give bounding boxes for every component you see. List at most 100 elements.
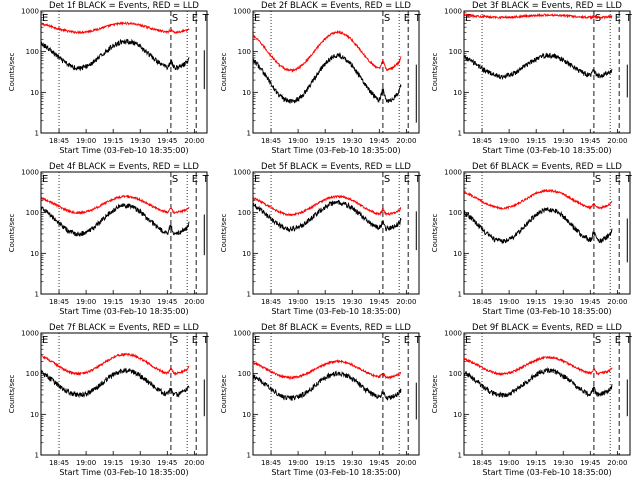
series-events-line: [463, 207, 613, 244]
x-tick-label: 20:00: [184, 137, 204, 145]
y-tick-label: 1: [35, 130, 39, 138]
series-events-line: [40, 202, 190, 237]
x-tick-label: 19:30: [130, 137, 150, 145]
y-tick-label: 100: [26, 48, 39, 56]
x-axis-label: Start Time (03-Feb-10 18:35:00): [271, 468, 400, 477]
x-axis-label: Start Time (03-Feb-10 18:35:00): [482, 468, 611, 477]
interval-marker: E: [192, 13, 198, 24]
y-tick-label: 100: [26, 209, 39, 217]
x-tick-label: 20:00: [184, 298, 204, 306]
y-tick-label: 1000: [233, 330, 251, 338]
x-tick-label: 19:30: [553, 298, 573, 306]
interval-marker: E: [192, 174, 198, 185]
x-tick-label: 19:15: [315, 459, 335, 467]
x-tick-label: 19:15: [315, 137, 335, 145]
plot-frame: [463, 332, 631, 456]
x-tick-label: 19:45: [369, 137, 389, 145]
x-tick-label: 19:45: [580, 137, 600, 145]
interval-marker: E: [465, 13, 471, 24]
panel-9: Det 9f BLACK = Events, RED = LLD 1 10 100 10…: [431, 323, 633, 477]
y-tick-label: 10: [30, 411, 39, 419]
x-tick-label: 18:45: [472, 137, 492, 145]
x-axis-label: Start Time (03-Feb-10 18:35:00): [271, 307, 400, 316]
x-tick-label: 20:00: [396, 137, 416, 145]
interval-marker: E: [404, 335, 410, 346]
plot-frame: [40, 171, 208, 295]
x-tick-label: 19:15: [526, 298, 546, 306]
y-tick-label: 1: [458, 130, 462, 138]
y-axis-label: Counts/sec: [8, 375, 16, 414]
y-tick-label: 10: [453, 411, 462, 419]
x-tick-label: 19:00: [499, 459, 519, 467]
interval-marker: S: [595, 13, 601, 24]
interval-marker: E: [254, 174, 260, 185]
panel-title: Det 1f BLACK = Events, RED = LLD: [49, 1, 199, 11]
x-tick-label: 19:45: [369, 298, 389, 306]
panel-title: Det 9f BLACK = Events, RED = LLD: [472, 323, 622, 333]
interval-marker: E: [615, 174, 621, 185]
x-axis-label: Start Time (03-Feb-10 18:35:00): [482, 146, 611, 155]
interval-marker: S: [172, 174, 178, 185]
x-tick-label: 19:15: [526, 137, 546, 145]
interval-marker: E: [404, 13, 410, 24]
y-tick-label: 1: [35, 291, 39, 299]
interval-marker: E: [254, 13, 260, 24]
y-tick-label: 100: [238, 48, 251, 56]
interval-marker: S: [595, 174, 601, 185]
interval-marker: T: [202, 335, 210, 346]
x-axis-label: Start Time (03-Feb-10 18:35:00): [59, 307, 188, 316]
y-axis-label: Counts/sec: [431, 214, 439, 253]
x-tick-label: 19:15: [526, 459, 546, 467]
x-tick-label: 19:00: [499, 137, 519, 145]
plot-frame: [252, 332, 420, 456]
y-tick-label: 1000: [21, 330, 39, 338]
series-lld-line: [463, 13, 613, 20]
x-axis-label: Start Time (03-Feb-10 18:35:00): [482, 307, 611, 316]
series-events-line: [252, 199, 402, 233]
x-tick-label: 18:45: [261, 137, 281, 145]
interval-marker: S: [172, 335, 178, 346]
y-tick-label: 100: [238, 209, 251, 217]
y-axis-label: Counts/sec: [8, 214, 16, 253]
y-tick-label: 100: [238, 370, 251, 378]
interval-marker: T: [625, 13, 633, 24]
interval-marker: E: [465, 335, 471, 346]
x-tick-label: 19:00: [288, 298, 308, 306]
panel-2: Det 2f BLACK = Events, RED = LLD 1 10 100 10…: [220, 1, 422, 155]
x-tick-label: 20:00: [396, 298, 416, 306]
y-tick-label: 10: [30, 250, 39, 258]
series-events-line: [463, 366, 613, 398]
interval-marker: T: [414, 13, 422, 24]
y-tick-label: 1: [247, 291, 251, 299]
plot-frame: [463, 10, 631, 134]
y-axis-label: Counts/sec: [431, 53, 439, 92]
x-tick-label: 20:00: [396, 459, 416, 467]
interval-marker: E: [615, 13, 621, 24]
x-tick-label: 19:30: [342, 137, 362, 145]
interval-marker: E: [254, 335, 260, 346]
x-tick-label: 19:45: [157, 459, 177, 467]
x-tick-label: 19:15: [103, 459, 123, 467]
x-axis-label: Start Time (03-Feb-10 18:35:00): [59, 468, 188, 477]
interval-marker: E: [42, 174, 48, 185]
panel-title: Det 3f BLACK = Events, RED = LLD: [472, 1, 622, 11]
x-tick-label: 18:45: [49, 459, 69, 467]
interval-marker: T: [625, 174, 633, 185]
interval-marker: T: [202, 13, 210, 24]
y-tick-label: 1000: [444, 169, 462, 177]
series-events-line: [40, 367, 190, 399]
x-tick-label: 19:30: [342, 459, 362, 467]
plot-frame: [463, 171, 631, 295]
interval-marker: E: [42, 13, 48, 24]
y-tick-label: 1: [35, 452, 39, 460]
x-axis-label: Start Time (03-Feb-10 18:35:00): [271, 146, 400, 155]
interval-marker: E: [465, 174, 471, 185]
x-tick-label: 18:45: [261, 459, 281, 467]
panel-3: Det 3f BLACK = Events, RED = LLD 1 10 100 10…: [431, 1, 633, 155]
y-tick-label: 10: [242, 89, 251, 97]
x-tick-label: 20:00: [607, 298, 627, 306]
y-tick-label: 1000: [233, 169, 251, 177]
x-tick-label: 19:15: [315, 298, 335, 306]
panel-title: Det 6f BLACK = Events, RED = LLD: [472, 162, 622, 172]
y-tick-label: 100: [26, 370, 39, 378]
